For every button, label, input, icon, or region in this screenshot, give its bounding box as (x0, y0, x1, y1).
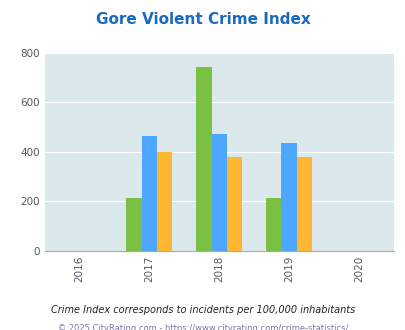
Bar (265, 198, 281, 251)
Bar (211, 134, 226, 251)
Bar (141, 137, 157, 251)
Bar (296, 156, 311, 251)
Text: Gore Violent Crime Index: Gore Violent Crime Index (96, 12, 309, 26)
Text: Crime Index corresponds to incidents per 100,000 inhabitants: Crime Index corresponds to incidents per… (51, 305, 354, 315)
Bar (157, 152, 172, 251)
Bar (126, 198, 141, 251)
Bar (226, 156, 242, 251)
Bar (196, 67, 211, 251)
Bar (281, 143, 296, 251)
Text: © 2025 CityRating.com - https://www.cityrating.com/crime-statistics/: © 2025 CityRating.com - https://www.city… (58, 324, 347, 330)
